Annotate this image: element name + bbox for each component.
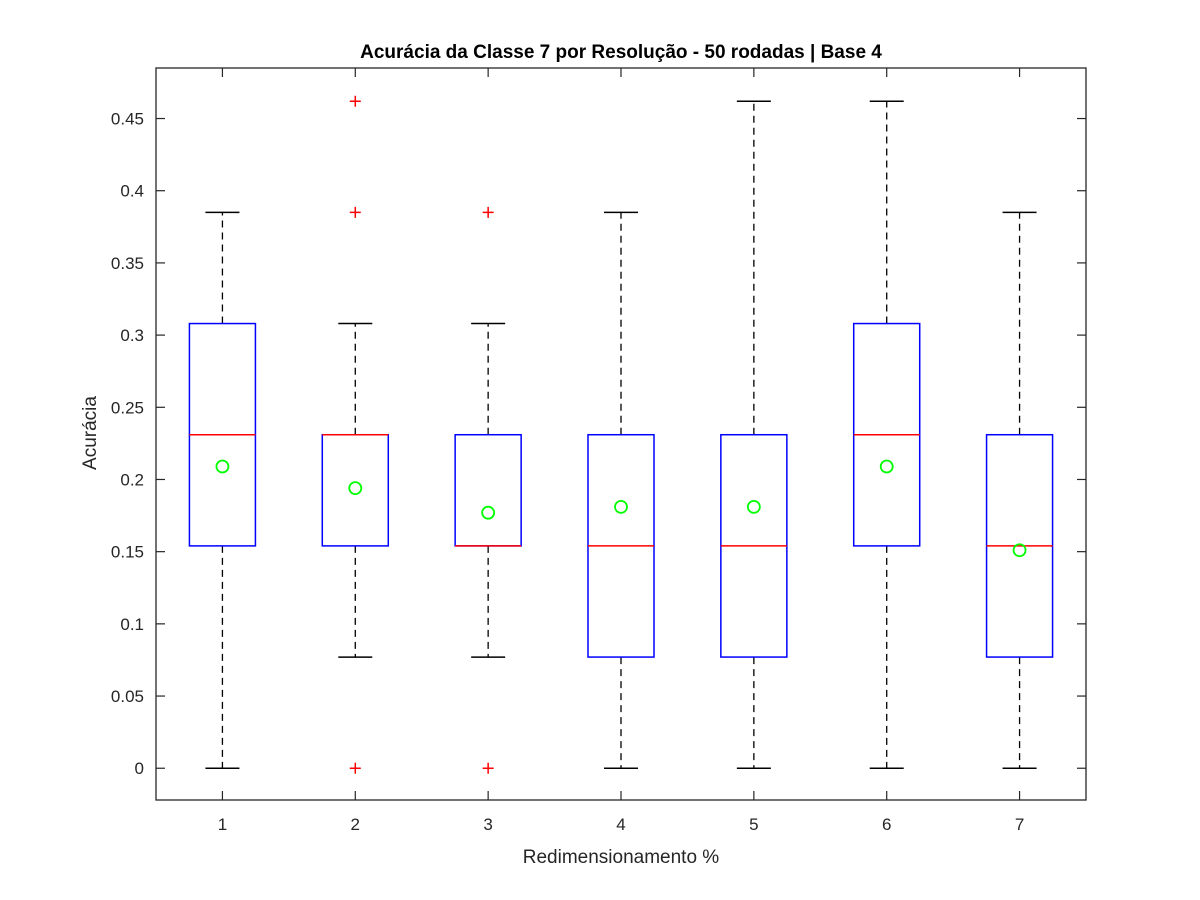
x-axis-label: Redimensionamento % xyxy=(523,847,720,868)
mean-marker xyxy=(348,481,363,496)
box-iqr xyxy=(454,433,522,547)
x-tick-label: 5 xyxy=(749,815,758,834)
mean-marker xyxy=(481,505,496,520)
y-axis-label: Acurácia xyxy=(80,396,101,470)
chart-title: Acurácia da Classe 7 por Resolução - 50 … xyxy=(360,42,882,63)
y-tick-label: 0.4 xyxy=(120,182,144,201)
y-tick-label: 0.05 xyxy=(111,687,144,706)
mean-marker xyxy=(614,500,628,514)
y-tick-label: 0.15 xyxy=(111,543,144,562)
x-tick-label: 2 xyxy=(351,815,360,834)
mean-marker xyxy=(879,459,894,474)
y-tick-label: 0.45 xyxy=(111,110,144,129)
mean-marker xyxy=(1012,543,1027,558)
y-tick-label: 0.3 xyxy=(120,326,144,345)
outlier-marker xyxy=(349,95,361,107)
y-tick-label: 0.35 xyxy=(111,254,144,273)
outlier-marker xyxy=(482,762,494,774)
x-tick-label: 3 xyxy=(483,815,492,834)
mean-marker xyxy=(746,500,761,514)
x-tick-label: 1 xyxy=(218,815,227,834)
plot-area: 0 0.05 0.1 0.15 0.2 0.25 0.3 0.35 0.4 0.45 1 2 3 4 5 6 7 xyxy=(111,67,1087,834)
outlier-marker xyxy=(482,206,494,218)
x-tick-label: 6 xyxy=(882,815,891,834)
x-tick-label: 4 xyxy=(616,815,625,834)
y-tick-label: 0.25 xyxy=(111,398,144,417)
x-tick-label: 7 xyxy=(1015,815,1024,834)
box-iqr xyxy=(321,433,390,547)
y-tick-label: 0.2 xyxy=(120,470,144,489)
mean-marker xyxy=(215,459,230,474)
outlier-marker xyxy=(349,762,361,774)
outlier-marker xyxy=(349,206,361,218)
y-tick-label: 0 xyxy=(135,759,144,778)
y-tick-label: 0.1 xyxy=(120,615,144,634)
